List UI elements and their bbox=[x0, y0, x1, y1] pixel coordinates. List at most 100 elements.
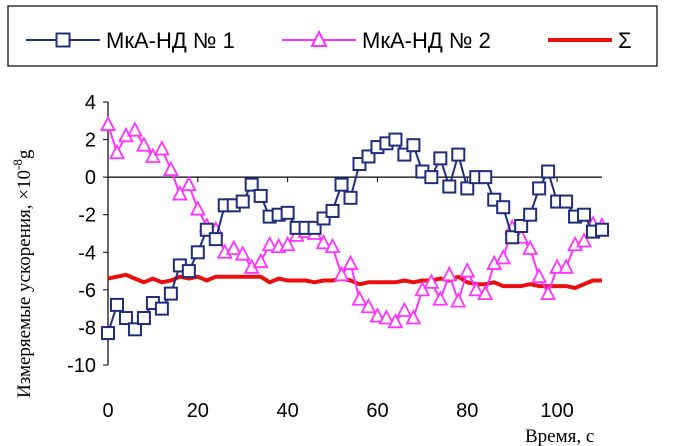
series-1-point bbox=[559, 194, 574, 209]
series-1-point bbox=[244, 177, 259, 192]
legend-label-series-2: МкА-НД № 2 bbox=[362, 28, 491, 53]
series-1-point bbox=[433, 151, 448, 166]
series-2-point bbox=[432, 290, 449, 306]
x-axis-title: Время, с bbox=[525, 426, 594, 446]
series-1-point bbox=[181, 264, 196, 279]
series-2-point bbox=[252, 252, 269, 269]
legend: МкА-НД № 1 МкА-НД № 2 Σ bbox=[7, 5, 658, 67]
series-1-point bbox=[280, 205, 295, 220]
series-1-point bbox=[514, 218, 529, 233]
series-1-point bbox=[190, 245, 205, 260]
x-tick-label: 20 bbox=[187, 400, 209, 422]
series-1 bbox=[101, 132, 609, 341]
series-1-point bbox=[388, 132, 403, 147]
series-2-point bbox=[396, 301, 413, 317]
x-tick-label: 60 bbox=[366, 400, 388, 422]
series-1-point bbox=[154, 301, 169, 316]
series-1-point bbox=[208, 232, 223, 247]
y-axis-title-exponent: -8 bbox=[10, 159, 25, 170]
series-1-point bbox=[253, 188, 268, 203]
series-1-point bbox=[532, 181, 547, 196]
y-axis-title-unit: g bbox=[14, 149, 35, 159]
series-2-point bbox=[558, 258, 575, 274]
series-1-point bbox=[235, 194, 250, 209]
series-2-point bbox=[100, 115, 116, 131]
y-tick-label: 4 bbox=[85, 92, 96, 114]
legend-entry-series-1: МкА-НД № 1 bbox=[26, 28, 235, 53]
series-1-point bbox=[442, 179, 457, 194]
series-2-point bbox=[135, 136, 152, 152]
legend-marker-square-icon bbox=[55, 32, 71, 48]
series-2-point bbox=[234, 245, 251, 261]
legend-box bbox=[7, 5, 658, 67]
series-1-point bbox=[127, 322, 142, 337]
series-1-point bbox=[541, 164, 556, 179]
series-2-point bbox=[576, 232, 593, 248]
series-2-point bbox=[459, 262, 476, 278]
series-2-point bbox=[540, 284, 557, 301]
series-2-point bbox=[261, 235, 278, 252]
series-2-point bbox=[171, 185, 188, 201]
series-2-point bbox=[180, 175, 197, 192]
legend-entry-series-2: МкА-НД № 2 bbox=[282, 28, 491, 53]
series-1-point bbox=[343, 190, 358, 205]
series-2-point bbox=[108, 143, 125, 160]
series-2-point bbox=[495, 248, 512, 265]
series-1-point bbox=[595, 222, 609, 237]
y-tick-label: -2 bbox=[78, 205, 96, 227]
x-tick-label: 100 bbox=[540, 400, 573, 422]
series-1-point bbox=[496, 200, 511, 215]
series-1-point bbox=[136, 311, 151, 326]
series-1-point bbox=[118, 311, 133, 326]
series-2-point bbox=[333, 265, 350, 282]
series-2-point bbox=[414, 280, 431, 297]
series-2-point bbox=[468, 280, 485, 297]
legend-label-series-1: МкА-НД № 1 bbox=[106, 28, 235, 53]
series-2-point bbox=[162, 160, 179, 177]
series-1-point bbox=[406, 138, 421, 153]
y-tick-labels: 4 2 0 -2 -4 -6 -8 -10 bbox=[67, 92, 96, 377]
series-1-point bbox=[505, 230, 520, 245]
series-2-point bbox=[225, 239, 242, 255]
series-2-point bbox=[387, 312, 404, 329]
series-1-point bbox=[424, 170, 439, 185]
series-2-point bbox=[324, 237, 341, 254]
legend-entry-series-3: Σ bbox=[548, 28, 632, 53]
y-tick-label: 0 bbox=[85, 167, 96, 189]
series-1-point bbox=[109, 297, 124, 312]
series-2-point bbox=[360, 297, 377, 314]
axes bbox=[103, 101, 602, 366]
y-axis-title-main: Измеряемые ускорения, ×10 bbox=[14, 170, 35, 398]
series-2-point bbox=[315, 233, 332, 250]
series-1-point bbox=[334, 177, 349, 192]
series-2-point bbox=[531, 267, 548, 284]
series-2-point bbox=[477, 284, 494, 301]
series-2-point bbox=[441, 265, 458, 282]
x-tick-label: 0 bbox=[102, 400, 113, 422]
y-tick-label: -10 bbox=[67, 355, 96, 377]
y-tick-label: -4 bbox=[78, 242, 96, 264]
series-1-point bbox=[523, 207, 538, 222]
series-2-point bbox=[351, 290, 368, 306]
series-1-point bbox=[460, 181, 475, 196]
series-1-point bbox=[163, 286, 178, 301]
y-axis-title: Измеряемые ускорения, ×10-8g bbox=[10, 149, 35, 398]
series-2-point bbox=[369, 307, 386, 323]
legend-marker-triangle-icon bbox=[310, 29, 328, 47]
series-1-point bbox=[101, 326, 115, 341]
x-tick-label: 80 bbox=[456, 400, 478, 422]
series-2-point bbox=[405, 309, 422, 325]
series-2-point bbox=[279, 235, 296, 252]
series-2-point bbox=[342, 254, 359, 270]
series-1-point bbox=[325, 203, 340, 218]
series-1-point bbox=[478, 170, 493, 185]
series-2-point bbox=[450, 292, 467, 308]
y-tick-label: -6 bbox=[78, 280, 96, 302]
series-2-point bbox=[423, 273, 440, 289]
x-tick-label: 40 bbox=[277, 400, 299, 422]
y-tick-label: 2 bbox=[85, 130, 96, 152]
series-2-point bbox=[126, 121, 143, 137]
series-2-point bbox=[153, 140, 170, 156]
plot-area bbox=[100, 115, 610, 341]
